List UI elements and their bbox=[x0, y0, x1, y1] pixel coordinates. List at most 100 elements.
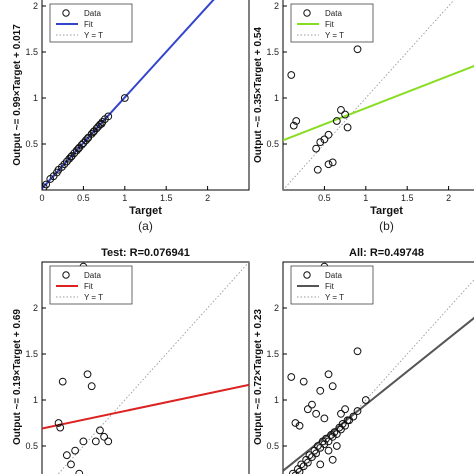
data-point bbox=[67, 152, 76, 160]
y-axis-label: Output ~= 0.99×Target + 0.017 bbox=[12, 24, 23, 166]
legend: Data Fit Y = T bbox=[290, 3, 374, 43]
data-point bbox=[56, 423, 65, 432]
identity-line bbox=[283, 0, 455, 190]
data-point bbox=[96, 426, 104, 435]
data-point bbox=[89, 128, 98, 136]
data-point bbox=[91, 437, 100, 446]
legend-marker-data bbox=[62, 271, 70, 279]
data-point bbox=[287, 373, 296, 381]
x-tick-label: 0.5 bbox=[318, 193, 331, 203]
identity-line bbox=[298, 279, 474, 474]
data-point bbox=[71, 446, 80, 455]
data-point bbox=[328, 432, 337, 441]
plot-content bbox=[283, 0, 474, 190]
chart-panel-4: 0.5 1 1.5 2 Output ~= 0.72×Target + 0.23 All:… bbox=[253, 247, 474, 474]
data-point bbox=[324, 370, 333, 379]
data-point bbox=[42, 180, 51, 189]
data-point bbox=[54, 419, 63, 427]
data-point bbox=[67, 460, 75, 469]
plot-content bbox=[42, 262, 249, 474]
legend-marker-data bbox=[303, 271, 311, 279]
chart-title: Test: R=0.076941 bbox=[101, 247, 190, 259]
data-point bbox=[303, 458, 312, 467]
data-point bbox=[65, 154, 74, 163]
legend-label-fit: Fit bbox=[84, 20, 94, 29]
panel-caption: (b) bbox=[379, 219, 394, 233]
x-axis-label: Target bbox=[129, 205, 162, 217]
data-point bbox=[353, 45, 362, 54]
data-point bbox=[332, 442, 341, 450]
legend: Data Fit Y = T bbox=[49, 265, 133, 305]
legend: Data Fit Y = T bbox=[49, 3, 133, 43]
data-point bbox=[292, 117, 301, 125]
data-point bbox=[316, 386, 325, 395]
y-tick-label: 1 bbox=[274, 395, 279, 405]
data-point bbox=[328, 158, 337, 167]
data-point bbox=[338, 420, 347, 428]
legend-label-identity: Y = T bbox=[84, 293, 103, 302]
legend-label-identity: Y = T bbox=[84, 31, 103, 40]
fit-line bbox=[283, 316, 474, 472]
data-point bbox=[289, 121, 298, 130]
y-tick-label: 0.5 bbox=[266, 441, 279, 451]
data-point bbox=[295, 421, 304, 430]
y-tick-label: 2 bbox=[274, 303, 279, 313]
data-point bbox=[74, 144, 83, 153]
y-tick-label: 1 bbox=[274, 93, 279, 103]
data-point bbox=[291, 419, 300, 427]
panel-caption: (a) bbox=[138, 219, 153, 233]
x-tick-label: 2 bbox=[205, 193, 210, 203]
y-axis-label: Output ~= 0.19×Target + 0.69 bbox=[12, 309, 23, 445]
data-point bbox=[87, 382, 96, 391]
data-point bbox=[83, 370, 92, 379]
plot-content bbox=[42, 0, 215, 190]
legend-label-data: Data bbox=[325, 271, 342, 280]
data-point bbox=[330, 428, 339, 437]
data-point bbox=[324, 446, 333, 455]
data-point bbox=[75, 143, 84, 152]
data-point bbox=[308, 400, 316, 409]
data-point bbox=[83, 134, 92, 143]
data-point bbox=[324, 437, 333, 446]
x-tick-label: 1 bbox=[122, 193, 127, 203]
legend-label-data: Data bbox=[325, 9, 342, 18]
fit-line bbox=[42, 383, 249, 430]
legend-marker-data bbox=[303, 9, 311, 17]
chart-panel-2: 0.5 1 1.5 2 0.5 1 1.5 2 Output ~= 0.35×Target + … bbox=[253, 0, 474, 233]
data-point bbox=[316, 138, 325, 147]
legend-label-fit: Fit bbox=[325, 20, 335, 29]
y-tick-label: 1.5 bbox=[25, 47, 38, 57]
data-point bbox=[343, 123, 352, 132]
data-point bbox=[287, 71, 296, 79]
x-tick-label: 0 bbox=[39, 193, 44, 203]
data-point bbox=[341, 405, 350, 414]
y-axis-label: Output ~= 0.72×Target + 0.23 bbox=[253, 309, 264, 445]
data-point bbox=[320, 414, 329, 423]
identity-line bbox=[57, 262, 249, 474]
chart-title: All: R=0.49748 bbox=[349, 247, 424, 259]
data-point bbox=[324, 130, 333, 139]
data-point bbox=[62, 451, 71, 460]
data-point bbox=[57, 163, 66, 171]
data-point bbox=[312, 409, 321, 418]
data-point bbox=[328, 455, 337, 464]
x-tick-label: 1.5 bbox=[160, 193, 173, 203]
data-point bbox=[332, 430, 341, 438]
data-point bbox=[120, 94, 129, 102]
data-point bbox=[87, 129, 96, 138]
plot-content bbox=[283, 262, 474, 474]
y-tick-label: 2 bbox=[33, 303, 38, 313]
data-point bbox=[337, 106, 345, 114]
data-point bbox=[353, 407, 362, 415]
data-point bbox=[303, 405, 312, 414]
data-point bbox=[349, 412, 358, 421]
y-tick-label: 1 bbox=[33, 395, 38, 405]
y-tick-label: 1.5 bbox=[266, 349, 279, 359]
legend: Data Fit Y = T bbox=[290, 265, 374, 305]
y-axis-label: Output ~= 0.35×Target + 0.54 bbox=[253, 27, 264, 163]
legend-label-data: Data bbox=[84, 9, 101, 18]
y-tick-label: 0.5 bbox=[266, 139, 279, 149]
data-point bbox=[58, 377, 67, 386]
data-point bbox=[42, 183, 48, 190]
